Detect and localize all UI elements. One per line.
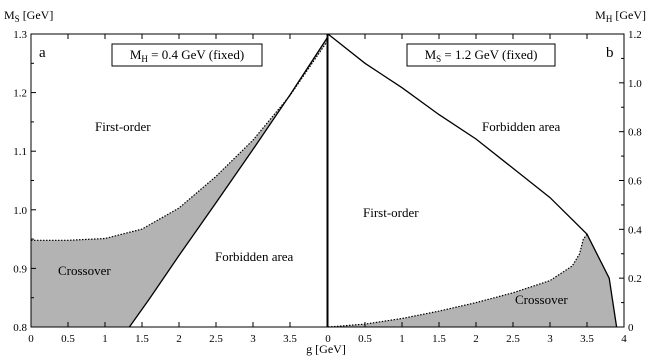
fixed-value-box-a	[111, 43, 263, 67]
first-order-boundary-b	[327, 233, 588, 328]
y-tick-label-a: 0.8	[13, 322, 27, 334]
x-axis-label: g [GeV]	[306, 342, 346, 356]
y-tick-label-a: 1.0	[13, 205, 27, 217]
y-tick-label-a: 0.9	[13, 263, 27, 275]
fixed-value-box-b	[406, 43, 556, 67]
y-tick-label-b: 1.0	[628, 78, 642, 90]
first-order-boundary-a	[31, 41, 328, 241]
y-axis-label-b: MH [GeV]	[595, 8, 646, 24]
panel-letter-a: a	[39, 45, 46, 61]
x-tick-label-b: 4	[621, 333, 627, 345]
region-label-first-order-a: First-order	[95, 119, 151, 134]
x-tick-label-a: 0	[28, 333, 34, 345]
fixed-value-text-a: MH = 0.4 GeV (fixed)	[130, 47, 244, 64]
y-tick-label-a: 1.1	[13, 146, 27, 158]
y-tick-label-b: 0.4	[628, 224, 642, 236]
x-tick-label-a: 2.5	[209, 333, 223, 345]
region-label-crossover-a: Crossover	[58, 263, 111, 278]
y-tick-label-a: 1.2	[13, 88, 27, 100]
fixed-value-text-b: MS = 1.2 GeV (fixed)	[425, 47, 538, 64]
x-tick-label-a: 2	[176, 333, 182, 345]
x-tick-label-b: 2.5	[506, 333, 520, 345]
y-tick-label-b: 0	[628, 322, 634, 334]
region-label-first-order-b: First-order	[363, 205, 419, 220]
y-tick-label-b: 0.2	[628, 273, 642, 285]
region-label-crossover-b: Crossover	[515, 292, 568, 307]
x-tick-label-a: 1.5	[135, 333, 149, 345]
y-tick-label-b: 1.2	[628, 29, 642, 41]
crossover-region-a	[31, 38, 327, 327]
x-tick-label-a: 3.5	[283, 333, 297, 345]
x-tick-label-b: 3.5	[580, 333, 594, 345]
y-tick-label-b: 0.6	[628, 176, 642, 188]
y-tick-label-b: 0.8	[628, 127, 642, 139]
panel-letter-b: b	[606, 45, 614, 61]
forbidden-boundary-b	[327, 33, 618, 328]
panel-b: 0 0.5 1 1.5 2 2.5 3 3.5 400.20.40.60.81.01.2MH […	[306, 8, 646, 356]
y-axis-label-a: MS [GeV]	[4, 8, 53, 24]
x-tick-label-b: 1.5	[432, 333, 446, 345]
region-label-forbidden-a: Forbidden area	[215, 249, 294, 264]
region-label-forbidden-b: Forbidden area	[482, 119, 561, 134]
x-tick-label-b: 2	[473, 333, 479, 345]
y-tick-label-a: 1.3	[13, 29, 27, 41]
x-tick-label-b: 3	[547, 333, 553, 345]
x-tick-label-a: 1	[102, 333, 108, 345]
x-tick-label-b: 1	[399, 333, 405, 345]
crossover-region-b	[328, 234, 617, 327]
x-tick-label-b: 0	[325, 333, 331, 345]
x-tick-label-a: 0.5	[61, 333, 75, 345]
x-tick-label-b: 0.5	[358, 333, 372, 345]
panel-a: 0 0.5 1 1.5 2 2.5 3 3.5 0.8 0.9 1.0 1.1 1.2 1.3 MS [Ge…	[4, 8, 328, 345]
forbidden-boundary-a	[128, 37, 328, 328]
x-tick-label-a: 3	[250, 333, 256, 345]
